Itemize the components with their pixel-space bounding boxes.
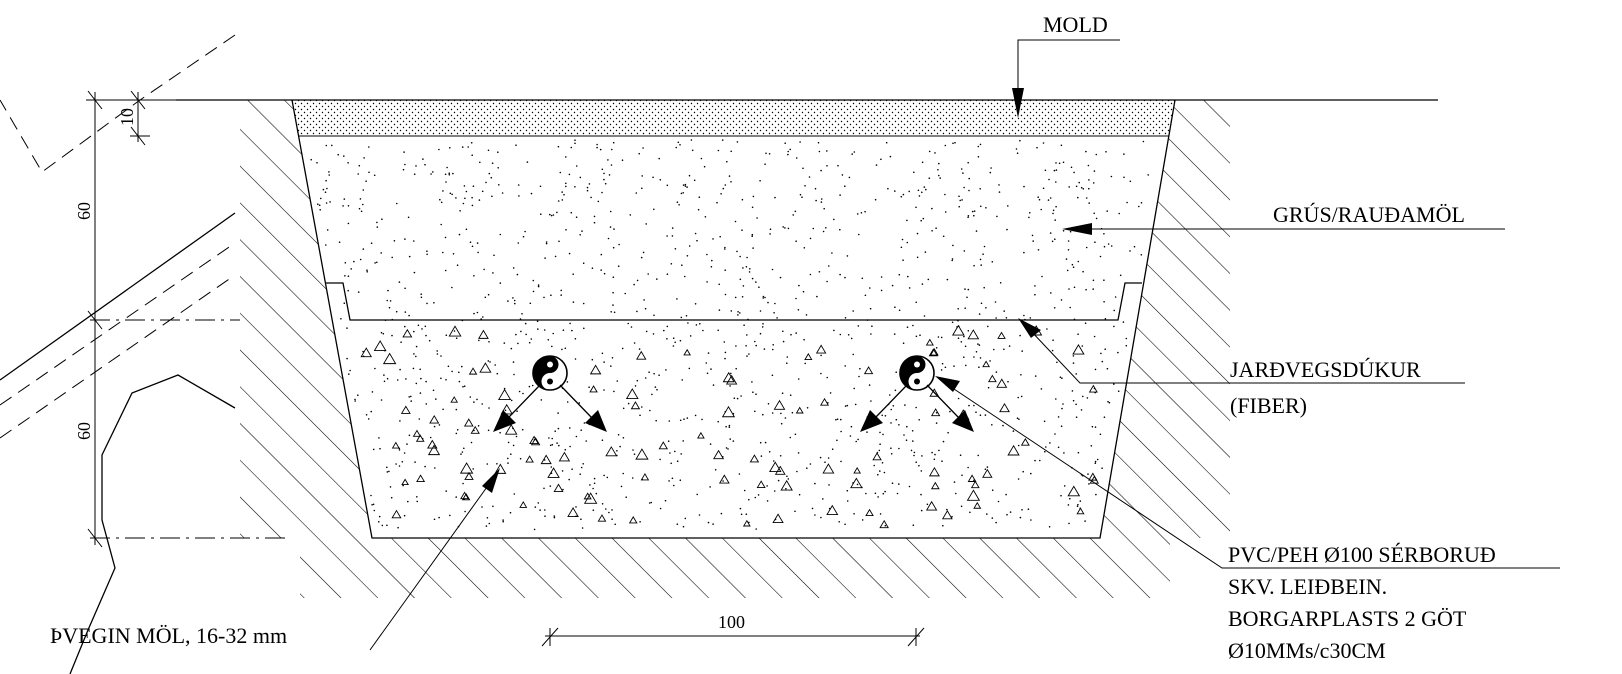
leader-grus <box>1062 223 1505 235</box>
label-grus: GRÚS/RAUÐAMÖL <box>1273 202 1465 227</box>
leader-mold <box>1012 39 1120 118</box>
trench-outline <box>291 99 1176 539</box>
label-jardvegsdukur: JARÐVEGSDÚKUR <box>1230 357 1421 382</box>
drain-gravel-triangles <box>360 324 1100 529</box>
road-section-lines <box>0 34 236 674</box>
label-mold: MOLD <box>1043 12 1108 37</box>
label-pvc-line2: SKV. LEIÐBEIN. <box>1228 574 1387 599</box>
drain-pipe-left <box>532 355 568 391</box>
label-pvc-line4: Ø10MMs/c30CM <box>1228 638 1386 663</box>
mold-layer <box>292 100 1175 136</box>
geotextile-line <box>326 282 1142 321</box>
dim-upper: 60 <box>74 202 94 220</box>
ground-hatch-bottom <box>300 538 1170 598</box>
dim-bottom-width: 100 <box>718 612 745 632</box>
dim-top-layer: 10 <box>117 108 137 126</box>
gravel-stipple <box>310 139 1149 531</box>
label-pvc-line1: PVC/PEH Ø100 SÉRBORUÐ <box>1228 542 1496 567</box>
dim-lower: 60 <box>74 422 94 440</box>
horizontal-dimension <box>541 627 925 647</box>
label-thvegin-mol: ÞVEGIN MÖL, 16-32 mm <box>50 623 287 648</box>
trench-interior <box>292 100 1175 538</box>
pipe-flow-arrows <box>493 384 974 432</box>
drain-pipe-right <box>899 355 935 391</box>
vertical-dimension <box>86 90 176 548</box>
leader-pvc <box>935 376 1560 569</box>
leader-thvegin <box>369 468 500 651</box>
label-pvc-line3: BORGARPLASTS 2 GÖT <box>1228 606 1467 631</box>
label-fiber: (FIBER) <box>1230 393 1307 418</box>
